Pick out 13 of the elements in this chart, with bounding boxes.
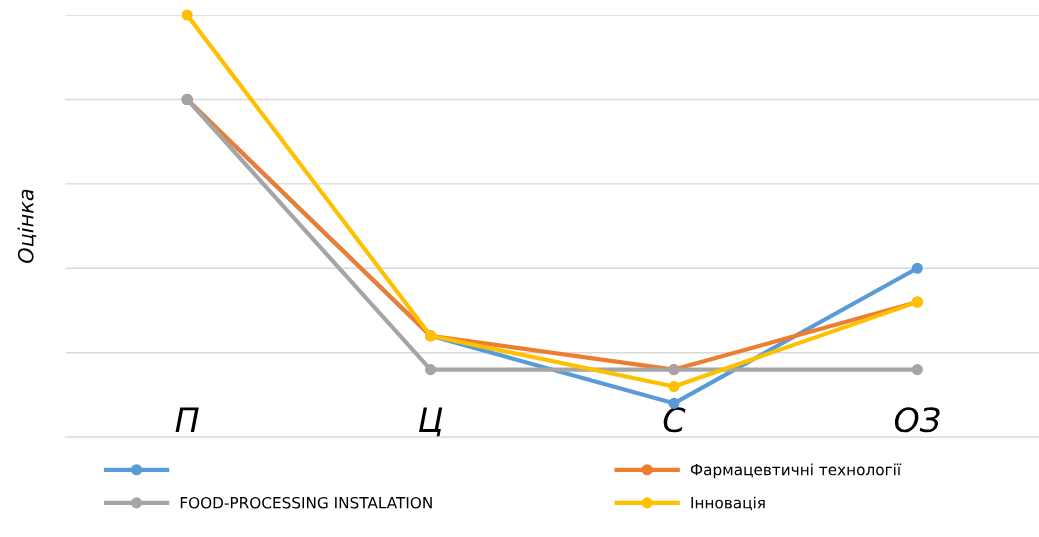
x-tick-label: Ц [419,407,443,438]
x-tick-label: С [663,407,686,433]
point [424,364,437,376]
y-axis-title: Оцінка [17,189,37,263]
point [911,364,923,376]
legend-label: FOOD-PROCESSING INSTALATION [180,496,432,509]
x-tick-label: ОЗ [894,407,940,433]
legend-label: Фармацевтичні технології [690,463,902,479]
point [911,262,923,274]
legend-label: Інновація [691,496,765,511]
point [181,9,193,21]
x-tick-label: П [175,407,199,432]
point [668,380,680,393]
